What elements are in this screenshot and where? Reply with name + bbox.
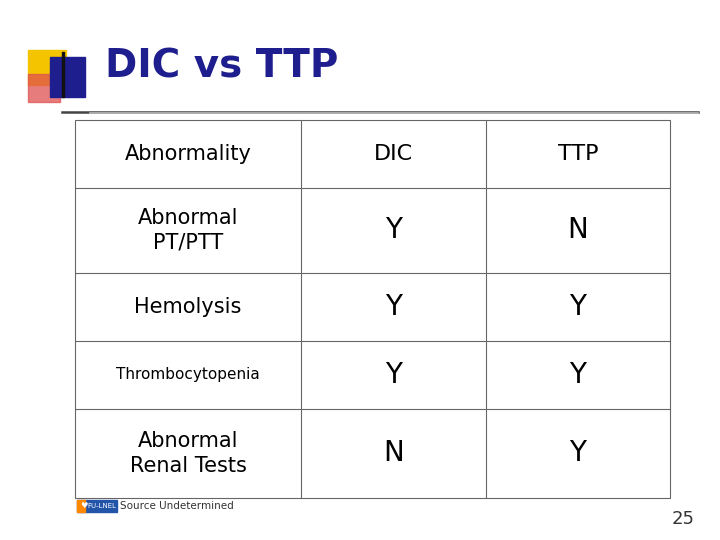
Text: ♥: ♥: [80, 502, 88, 510]
Text: FU-LNEL: FU-LNEL: [87, 503, 116, 509]
Text: DIC vs TTP: DIC vs TTP: [105, 47, 338, 85]
Bar: [62, 52, 64, 97]
Text: N: N: [567, 217, 588, 244]
Bar: [28, 74, 60, 102]
Bar: [77, 500, 85, 512]
Bar: [77, 500, 117, 512]
Text: Abnormal
Renal Tests: Abnormal Renal Tests: [130, 431, 246, 476]
Bar: [50, 57, 85, 97]
Text: Source Undetermined: Source Undetermined: [120, 501, 234, 511]
Text: Abnormal
PT/PTT: Abnormal PT/PTT: [138, 208, 238, 253]
Text: Y: Y: [570, 293, 586, 321]
Bar: [75, 120, 670, 498]
Text: 25: 25: [672, 510, 695, 528]
Text: Hemolysis: Hemolysis: [135, 296, 242, 316]
Text: N: N: [383, 440, 404, 468]
Text: Y: Y: [570, 440, 586, 468]
Bar: [28, 50, 66, 85]
Text: Abnormality: Abnormality: [125, 144, 251, 164]
Text: Y: Y: [384, 217, 402, 244]
Text: Y: Y: [384, 293, 402, 321]
Text: Y: Y: [570, 361, 586, 389]
Text: TTP: TTP: [557, 144, 598, 164]
Text: DIC: DIC: [374, 144, 413, 164]
Text: Y: Y: [384, 361, 402, 389]
Text: Thrombocytopenia: Thrombocytopenia: [116, 367, 260, 382]
